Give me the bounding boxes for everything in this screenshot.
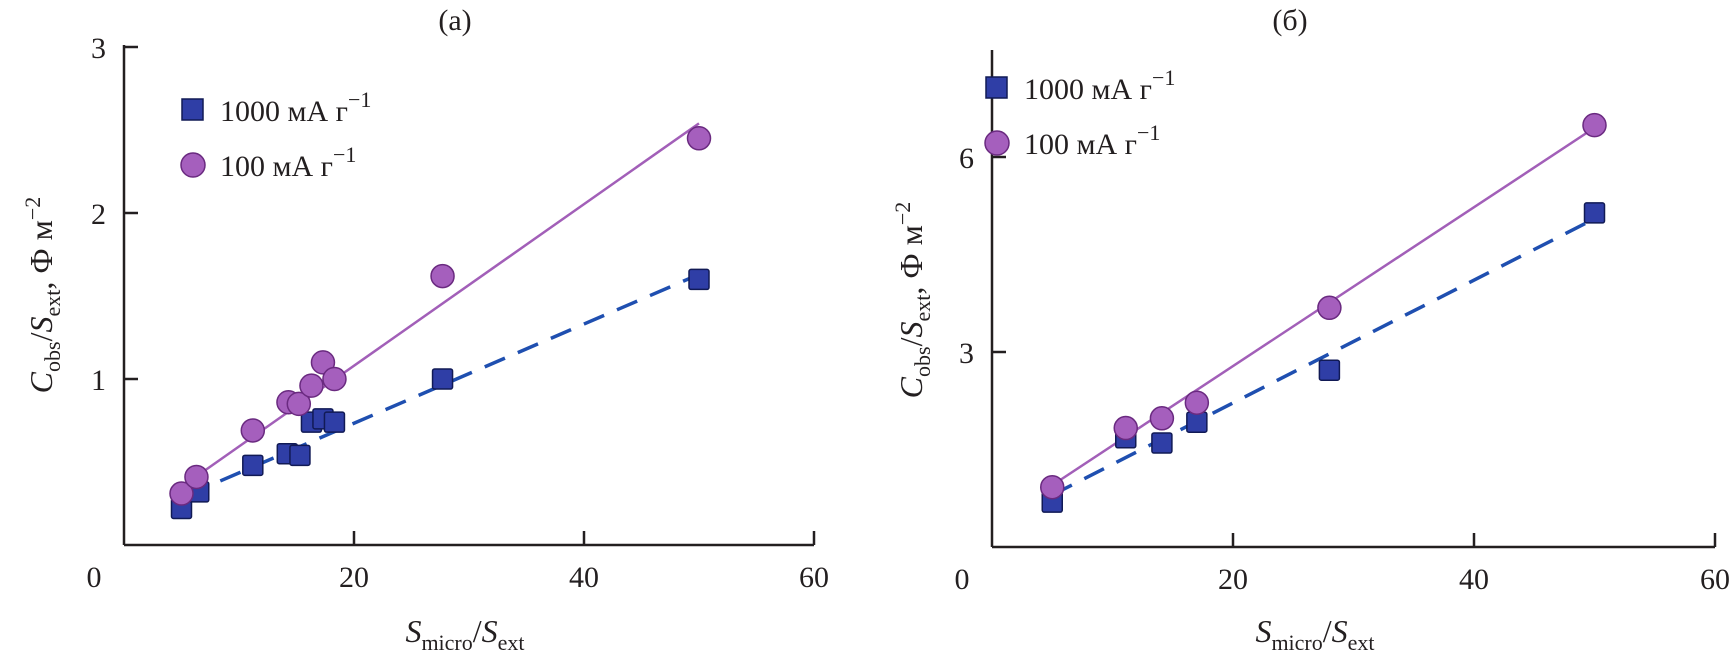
data-point-circle	[286, 391, 312, 417]
data-point-square	[688, 268, 710, 291]
data-point-square	[1583, 202, 1606, 224]
chart-title: (a)	[438, 4, 471, 37]
chart-title: (б)	[1272, 4, 1307, 37]
data-point-circle	[430, 263, 455, 289]
series-100	[1040, 112, 1607, 500]
data-point-circle	[310, 350, 336, 375]
legend-circle-icon	[180, 152, 206, 178]
legend-label: 100 мА г−1	[1024, 120, 1160, 161]
legend: 1000 мА г−1 100 мА г−1	[984, 65, 1175, 161]
data-point-square	[289, 444, 311, 467]
series-100	[169, 126, 712, 506]
data-point-circle	[1149, 406, 1175, 431]
x-tick-label: 20	[1218, 563, 1248, 596]
y-tick-label: 1	[91, 364, 106, 397]
data-point-circle	[299, 373, 324, 398]
x-tick-label: 60	[1700, 563, 1730, 596]
legend-item: 1000 мА г−1	[985, 65, 1175, 106]
x-tick-label: 40	[1459, 563, 1489, 596]
legend-item: 1000 мА г−1	[181, 87, 371, 128]
data-point-circle	[240, 418, 266, 443]
legend-label: 1000 мА г−1	[1024, 65, 1175, 106]
data-point-circle	[169, 481, 194, 506]
data-point-circle	[184, 464, 209, 490]
x-axis-label: Smicro/Sext	[1255, 613, 1374, 655]
y-axis-label: Cobs/Sext, Ф м−2	[890, 202, 935, 399]
x-axis-label: Smicro/Sext	[405, 613, 524, 655]
data-point-circle	[686, 126, 712, 151]
y-tick-label: 6	[959, 142, 974, 175]
x-tick-label: 60	[799, 561, 829, 594]
data-point-square	[1318, 359, 1341, 381]
y-axis-label: Cobs/Sext, Ф м−2	[20, 197, 65, 394]
legend: 1000 мА г−1 100 мА г−1	[180, 87, 371, 183]
legend-item: 100 мА г−1	[984, 120, 1160, 161]
legend-item: 100 мА г−1	[180, 142, 356, 183]
data-point-circle	[1582, 112, 1607, 138]
y-tick-label: 2	[91, 198, 106, 231]
data-point-square	[323, 411, 346, 433]
legend-circle-icon	[984, 130, 1010, 156]
legend-square-icon	[181, 98, 204, 121]
data-point-circle	[1184, 390, 1210, 415]
x-tick-label: 20	[339, 561, 369, 594]
data-point-square	[431, 368, 454, 390]
data-point-square	[1186, 411, 1208, 433]
data-point-circle	[1040, 474, 1065, 500]
chart-panel-b: (б) 0 20 40 60 3 6 Smicro/Sext Cobs/Sext, Ф м−2 1…	[890, 4, 1730, 655]
data-point-square	[1151, 432, 1173, 454]
fit-line-1000	[186, 272, 700, 497]
chart-panel-a: (a) 0 20 40 60 1 2 3 Smicro/Sext Cobs/Sext, Ф м−2…	[20, 4, 829, 655]
legend-label: 100 мА г−1	[220, 142, 356, 183]
x-tick-label: 40	[569, 561, 599, 594]
data-point-circle	[1113, 415, 1139, 441]
y-tick-label: 3	[91, 32, 106, 65]
fit-line-100	[180, 122, 700, 488]
x-tick-label: 0	[87, 561, 102, 594]
data-point-circle	[322, 366, 347, 392]
data-point-square	[242, 454, 264, 477]
legend-square-icon	[985, 76, 1008, 99]
series-1000	[170, 268, 710, 520]
data-point-circle	[1317, 295, 1342, 321]
x-tick-label: 0	[955, 563, 970, 596]
legend-label: 1000 мА г−1	[220, 87, 371, 128]
fit-line-1000	[1051, 217, 1596, 497]
y-tick-label: 3	[959, 337, 974, 370]
